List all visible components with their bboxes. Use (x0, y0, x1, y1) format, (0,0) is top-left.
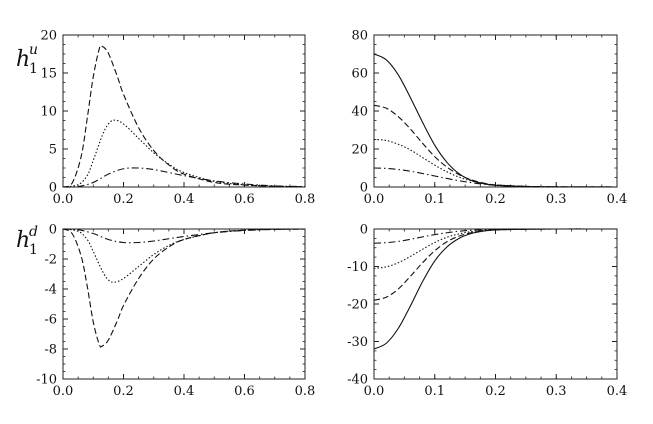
row-label-hd-base: h (16, 228, 30, 253)
y-tick-label: -10 (347, 260, 368, 275)
x-tick-label: 0.1 (424, 192, 445, 207)
x-tick-label: 0.4 (174, 384, 195, 399)
row-label-hu-sup: u (29, 42, 38, 58)
series-dashed-line (62, 44, 306, 188)
y-tick-label: 80 (351, 29, 368, 44)
series-dotted-line (373, 138, 618, 188)
row-label-hd-sup: d (29, 224, 38, 240)
series-dotted-line (62, 228, 306, 283)
x-tick-label: 0.3 (546, 384, 567, 399)
y-tick-label: 5 (49, 143, 57, 158)
series-solid-line (373, 228, 618, 350)
series-dashdot-line (373, 167, 618, 188)
y-tick-label: -2 (44, 253, 57, 268)
x-tick-label: 0.2 (113, 384, 134, 399)
y-tick-label: -6 (44, 313, 57, 328)
row-label-hu: h 1 u (16, 42, 38, 77)
panel-frame (373, 228, 618, 380)
y-tick-label: 20 (40, 29, 57, 44)
x-tick-label: 0.4 (174, 192, 195, 207)
y-tick-label: 0 (360, 181, 368, 196)
series-dotted-line (373, 228, 618, 269)
x-tick-label: 0.0 (53, 384, 74, 399)
y-tick-label: 60 (351, 67, 368, 82)
panels: 0.0 0.2 0.4 0.6 0.8 0 5 10 15 20 0.0 0.1 0.2 0.3 0.4 0 2… (36, 29, 627, 400)
y-tick-label: 0 (49, 223, 57, 238)
series-dashdot-line (62, 167, 306, 188)
panel-1: 0.0 0.1 0.2 0.3 0.4 0 20 40 60 80 (351, 29, 627, 208)
panel-frame (62, 228, 306, 380)
x-tick-label: 0.6 (234, 384, 255, 399)
x-tick-label: 0.0 (53, 192, 74, 207)
x-tick-label: 0.0 (364, 384, 385, 399)
row-label-hd: h 1 d (16, 224, 38, 258)
y-tick-label: 0 (360, 223, 368, 238)
x-tick-label: 0.4 (607, 384, 628, 399)
series-solid-line (373, 53, 618, 188)
y-tick-label: 15 (40, 67, 57, 82)
series-dashdot-line (373, 228, 618, 244)
x-tick-label: 0.4 (607, 192, 628, 207)
panel-frame (62, 34, 306, 188)
x-tick-label: 0.1 (424, 384, 445, 399)
series-dashdot-line (62, 228, 306, 244)
y-tick-label: -4 (44, 283, 57, 298)
y-tick-label: -40 (347, 373, 368, 388)
y-tick-label: 40 (351, 105, 368, 120)
panel-frame (373, 34, 618, 188)
panel-2: 0.0 0.2 0.4 0.6 0.8 -10 -8 -6 -4 -2 0 (36, 223, 315, 400)
series-dotted-line (62, 119, 306, 188)
y-tick-label: -30 (347, 335, 368, 350)
y-tick-label: 10 (40, 105, 57, 120)
series-dashed-line (373, 104, 618, 188)
x-tick-label: 0.8 (295, 192, 316, 207)
y-tick-label: 20 (351, 143, 368, 158)
x-tick-label: 0.2 (485, 384, 506, 399)
x-tick-label: 0.8 (295, 384, 316, 399)
x-tick-label: 0.2 (113, 192, 134, 207)
row-label-hu-base: h (16, 47, 30, 72)
series-dashed-line (62, 228, 306, 348)
series-dashed-line (373, 228, 618, 301)
row-label-hd-sub: 1 (29, 242, 38, 258)
y-tick-label: -8 (44, 343, 57, 358)
y-tick-label: -10 (36, 373, 57, 388)
y-tick-label: 0 (49, 181, 57, 196)
x-tick-label: 0.6 (234, 192, 255, 207)
row-label-hu-sub: 1 (29, 61, 38, 77)
x-tick-label: 0.3 (546, 192, 567, 207)
y-tick-label: -20 (347, 298, 368, 313)
x-tick-label: 0.0 (364, 192, 385, 207)
panel-0: 0.0 0.2 0.4 0.6 0.8 0 5 10 15 20 (40, 29, 315, 208)
panel-3: 0.0 0.1 0.2 0.3 0.4 -40 -30 -20 -10 0 (347, 223, 627, 400)
x-tick-label: 0.2 (485, 192, 506, 207)
